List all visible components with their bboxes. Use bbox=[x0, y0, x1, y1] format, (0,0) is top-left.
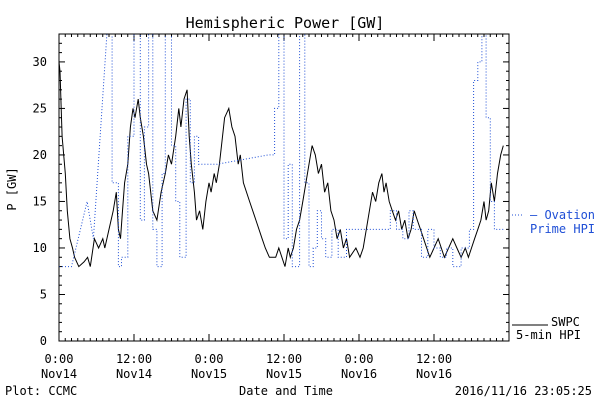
x-tick-label-date: Nov14 bbox=[116, 367, 152, 381]
x-tick-label-time: 0:00 bbox=[345, 352, 374, 366]
plot-frame bbox=[58, 33, 510, 342]
x-tick-label-date: Nov14 bbox=[41, 367, 77, 381]
x-tick-label-date: Nov16 bbox=[416, 367, 452, 381]
y-tick-label: 5 bbox=[40, 287, 47, 301]
x-tick-label-time: 0:00 bbox=[45, 352, 74, 366]
tick-label-layer: 0510152025300:00Nov1412:00Nov140:00Nov15… bbox=[33, 55, 453, 381]
swpc-legend-line2: 5-min HPI bbox=[516, 328, 581, 342]
ovation-legend-line2: Prime HPI bbox=[530, 222, 595, 236]
x-tick-label-time: 12:00 bbox=[266, 352, 302, 366]
x-tick-label-date: Nov15 bbox=[266, 367, 302, 381]
x-tick-label-time: 0:00 bbox=[195, 352, 224, 366]
series-layer bbox=[59, 34, 504, 268]
x-tick-label-date: Nov15 bbox=[191, 367, 227, 381]
y-axis-label: P [GW] bbox=[5, 167, 19, 210]
y-tick-label: 10 bbox=[33, 241, 47, 255]
x-tick-label-time: 12:00 bbox=[416, 352, 452, 366]
y-tick-label: 25 bbox=[33, 101, 47, 115]
swpc-hpi-series-line bbox=[59, 61, 504, 268]
y-tick-label: 30 bbox=[33, 55, 47, 69]
y-tick-label: 0 bbox=[40, 334, 47, 348]
plot-timestamp: 2016/11/16 23:05:25 bbox=[455, 384, 592, 398]
chart-title: Hemispheric Power [GW] bbox=[186, 14, 385, 32]
x-tick-label-date: Nov16 bbox=[341, 367, 377, 381]
plot-credit: Plot: CCMC bbox=[5, 384, 77, 398]
y-tick-label: 15 bbox=[33, 194, 47, 208]
ovation-legend-line1: — Ovation bbox=[530, 208, 595, 222]
x-tick-label-time: 12:00 bbox=[116, 352, 152, 366]
ovation-prime-series-line bbox=[59, 34, 504, 268]
y-tick-label: 20 bbox=[33, 148, 47, 162]
x-axis-label: Date and Time bbox=[239, 384, 333, 398]
swpc-legend-line1: SWPC bbox=[551, 315, 580, 329]
